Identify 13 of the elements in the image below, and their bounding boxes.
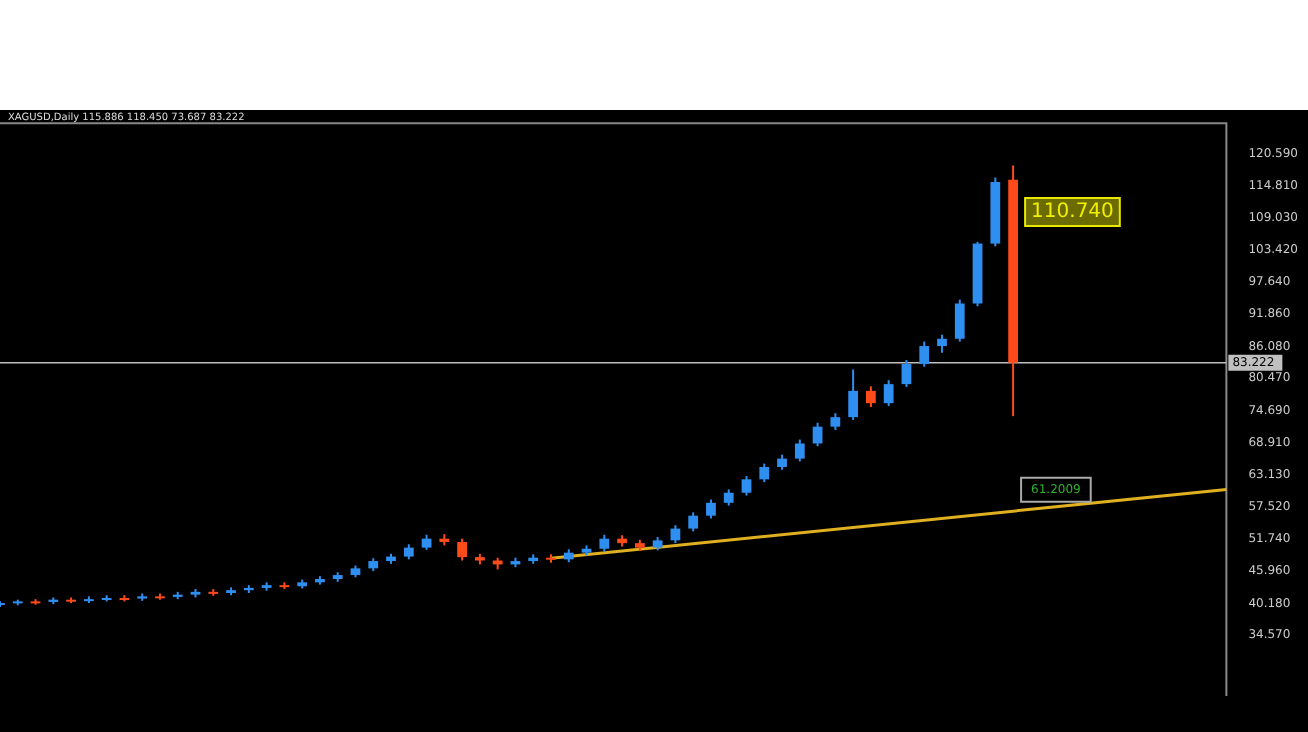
candlestick [688,511,699,533]
candlestick [759,462,770,484]
candlestick [866,385,876,409]
candlestick [794,438,805,463]
candlestick [848,368,859,421]
candlestick [954,298,965,343]
candlestick [741,474,752,497]
annotation: 110.740 [1031,201,1114,224]
candlestick [901,359,912,388]
candlestick [883,379,894,407]
candlestick [706,498,716,520]
candlestick [919,340,930,368]
candlestick [457,537,467,562]
